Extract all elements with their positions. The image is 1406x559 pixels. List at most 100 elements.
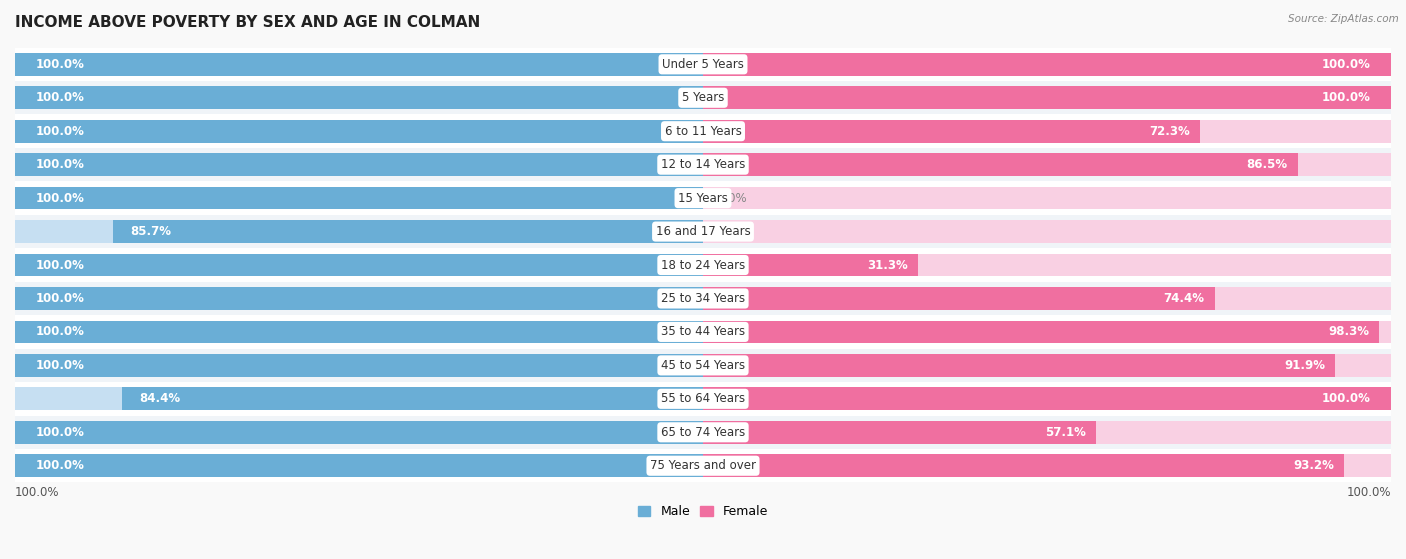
Text: 84.4%: 84.4% — [139, 392, 180, 405]
Bar — [15, 215, 1391, 248]
Bar — [703, 220, 1391, 243]
Text: 55 to 64 Years: 55 to 64 Years — [661, 392, 745, 405]
Text: 100.0%: 100.0% — [35, 91, 84, 105]
Text: 45 to 54 Years: 45 to 54 Years — [661, 359, 745, 372]
Bar — [703, 87, 1391, 109]
Bar — [703, 53, 1391, 75]
Bar — [15, 120, 703, 143]
Bar — [703, 387, 1391, 410]
Text: 100.0%: 100.0% — [35, 459, 84, 472]
Text: 35 to 44 Years: 35 to 44 Years — [661, 325, 745, 338]
Text: INCOME ABOVE POVERTY BY SEX AND AGE IN COLMAN: INCOME ABOVE POVERTY BY SEX AND AGE IN C… — [15, 15, 481, 30]
Bar — [703, 120, 1391, 143]
Text: 100.0%: 100.0% — [35, 325, 84, 338]
Bar — [122, 387, 703, 410]
Bar — [703, 387, 1391, 410]
Bar — [703, 320, 1379, 343]
Bar — [15, 382, 1391, 415]
Text: 25 to 34 Years: 25 to 34 Years — [661, 292, 745, 305]
Bar — [15, 53, 703, 75]
Text: 100.0%: 100.0% — [1347, 486, 1391, 500]
Bar — [703, 421, 1391, 444]
Bar — [15, 449, 1391, 482]
Text: 85.7%: 85.7% — [131, 225, 172, 238]
Bar — [114, 220, 703, 243]
Text: 100.0%: 100.0% — [35, 292, 84, 305]
Bar — [15, 153, 703, 176]
Text: 18 to 24 Years: 18 to 24 Years — [661, 258, 745, 272]
Text: 31.3%: 31.3% — [868, 258, 908, 272]
Bar — [15, 320, 703, 343]
Bar — [15, 454, 703, 477]
Bar — [703, 187, 1391, 210]
Bar — [703, 254, 1391, 276]
Bar — [15, 120, 703, 143]
Text: 72.3%: 72.3% — [1149, 125, 1189, 138]
Bar — [15, 287, 703, 310]
Text: 12 to 14 Years: 12 to 14 Years — [661, 158, 745, 171]
Bar — [15, 87, 703, 109]
Bar — [703, 87, 1391, 109]
Bar — [15, 181, 1391, 215]
Text: 100.0%: 100.0% — [15, 486, 59, 500]
Text: 100.0%: 100.0% — [35, 192, 84, 205]
Bar — [703, 421, 1095, 444]
Text: Under 5 Years: Under 5 Years — [662, 58, 744, 71]
Text: 100.0%: 100.0% — [35, 158, 84, 171]
Bar — [703, 354, 1391, 377]
Text: 65 to 74 Years: 65 to 74 Years — [661, 426, 745, 439]
Text: 91.9%: 91.9% — [1284, 359, 1324, 372]
Bar — [15, 248, 1391, 282]
Text: 100.0%: 100.0% — [1322, 91, 1371, 105]
Bar — [15, 115, 1391, 148]
Text: 6 to 11 Years: 6 to 11 Years — [665, 125, 741, 138]
Text: 16 and 17 Years: 16 and 17 Years — [655, 225, 751, 238]
Bar — [703, 287, 1215, 310]
Bar — [703, 354, 1336, 377]
Text: 5 Years: 5 Years — [682, 91, 724, 105]
Bar — [15, 315, 1391, 349]
Bar — [703, 153, 1391, 176]
Legend: Male, Female: Male, Female — [633, 500, 773, 523]
Bar — [703, 320, 1391, 343]
Bar — [15, 454, 703, 477]
Text: 100.0%: 100.0% — [35, 125, 84, 138]
Bar — [15, 53, 703, 75]
Bar — [15, 354, 703, 377]
Bar — [703, 120, 1201, 143]
Text: 100.0%: 100.0% — [35, 426, 84, 439]
Bar — [15, 153, 703, 176]
Bar — [15, 148, 1391, 181]
Text: 98.3%: 98.3% — [1329, 325, 1369, 338]
Bar — [15, 349, 1391, 382]
Text: 74.4%: 74.4% — [1164, 292, 1205, 305]
Text: 75 Years and over: 75 Years and over — [650, 459, 756, 472]
Bar — [15, 354, 703, 377]
Bar — [15, 421, 703, 444]
Bar — [15, 81, 1391, 115]
Bar — [15, 187, 703, 210]
Text: 86.5%: 86.5% — [1247, 158, 1288, 171]
Bar — [15, 254, 703, 276]
Bar — [15, 387, 703, 410]
Bar — [703, 454, 1344, 477]
Text: Source: ZipAtlas.com: Source: ZipAtlas.com — [1288, 14, 1399, 24]
Bar — [15, 187, 703, 210]
Text: 100.0%: 100.0% — [35, 58, 84, 71]
Text: 15 Years: 15 Years — [678, 192, 728, 205]
Bar — [15, 254, 703, 276]
Bar — [15, 421, 703, 444]
Bar — [15, 287, 703, 310]
Bar — [703, 53, 1391, 75]
Text: 0.0%: 0.0% — [717, 192, 747, 205]
Text: 100.0%: 100.0% — [35, 359, 84, 372]
Text: 57.1%: 57.1% — [1045, 426, 1085, 439]
Bar — [703, 454, 1391, 477]
Bar — [703, 254, 918, 276]
Text: 0.0%: 0.0% — [717, 225, 747, 238]
Bar — [15, 48, 1391, 81]
Bar — [15, 415, 1391, 449]
Text: 100.0%: 100.0% — [35, 258, 84, 272]
Bar — [15, 87, 703, 109]
Bar — [15, 220, 703, 243]
